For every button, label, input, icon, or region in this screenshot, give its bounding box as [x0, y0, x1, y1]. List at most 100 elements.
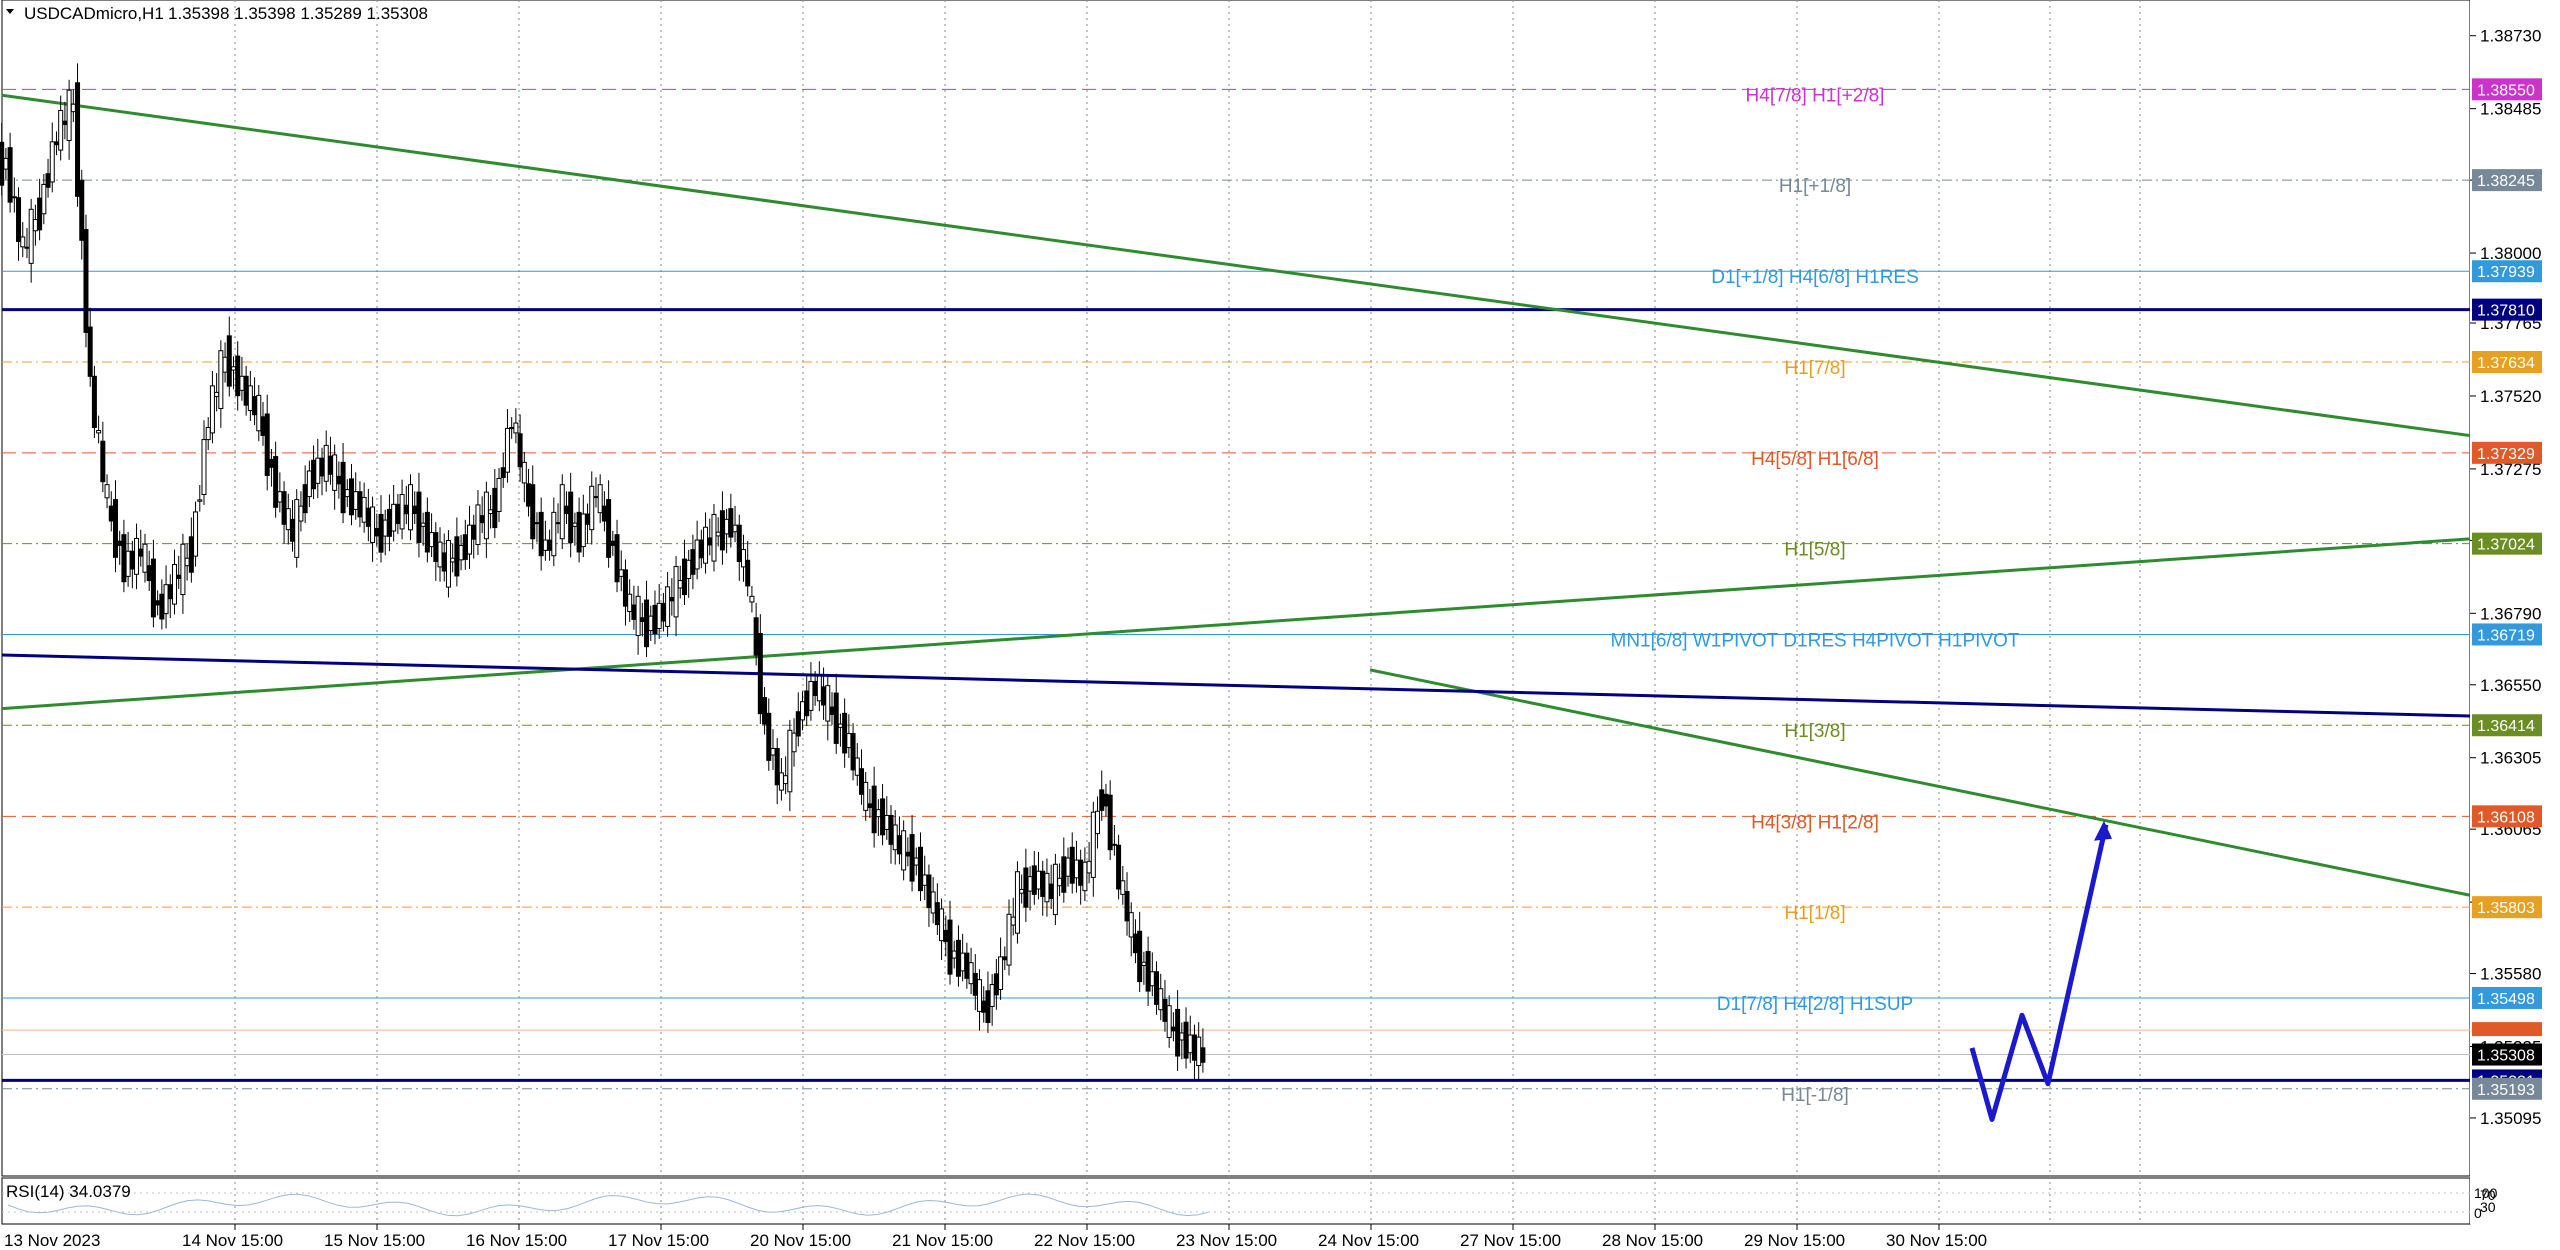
candle-body [918, 846, 924, 892]
candle-body [837, 723, 843, 728]
candle-body [171, 563, 177, 605]
candle-body [488, 509, 494, 515]
candle-body [892, 824, 898, 851]
price-tag [2472, 78, 2542, 101]
price-tick-label: 1.36305 [2480, 749, 2541, 768]
candle-body [41, 183, 47, 215]
candle-body [1090, 811, 1096, 878]
candle-body [134, 537, 140, 575]
time-label: 17 Nov 15:00 [608, 1231, 709, 1250]
candle-body [7, 147, 13, 203]
candle-body [1128, 912, 1134, 938]
price-tick-label: 1.38485 [2480, 100, 2541, 119]
forecast-path[interactable] [1969, 824, 2109, 1122]
candle-body [644, 599, 650, 648]
time-label: 21 Nov 15:00 [892, 1231, 993, 1250]
candle-body [378, 513, 384, 553]
vertical-grid [234, 0, 2141, 1224]
candle-body [762, 697, 768, 725]
candle-body [513, 422, 519, 434]
candle-body [1036, 870, 1042, 890]
current-price-tag [2472, 1043, 2542, 1066]
candle-body [660, 602, 666, 622]
candle-body [648, 615, 654, 632]
price-tick-label: 1.37275 [2480, 460, 2541, 479]
candle-body [193, 511, 199, 557]
candle-body [500, 467, 506, 479]
candle-body [167, 584, 173, 600]
candle-body [589, 485, 595, 531]
candle-body [968, 962, 974, 985]
candle-body [247, 385, 253, 412]
candle-body [517, 433, 523, 468]
candle-body [450, 557, 456, 563]
candle-body [829, 706, 835, 716]
candle-body [753, 617, 759, 656]
candle-body [1162, 998, 1168, 1022]
time-label: 24 Nov 15:00 [1318, 1231, 1419, 1250]
dropdown-triangle-icon[interactable] [6, 9, 14, 14]
trendline[interactable] [1, 93, 2471, 438]
arrow-head-icon [2094, 820, 2112, 841]
candle-body [593, 496, 599, 499]
candle-body [256, 394, 262, 432]
candle-body [62, 120, 68, 125]
candle-body [336, 475, 342, 485]
candle-body [264, 413, 270, 476]
candle-body [858, 768, 864, 795]
price-tag [2472, 896, 2542, 919]
price-scale[interactable] [2470, 0, 2560, 1224]
time-label: 13 Nov 2023 [4, 1231, 100, 1250]
candle-body [1120, 880, 1126, 895]
candle-body [1196, 1036, 1202, 1067]
rsi-panel[interactable] [1, 1177, 2471, 1225]
price-tick-label: 1.35095 [2480, 1109, 2541, 1128]
candle-body [1040, 870, 1046, 897]
candle-body [1175, 1008, 1181, 1057]
candle-body [70, 103, 76, 113]
candle-body [214, 391, 220, 398]
candle-body [424, 511, 430, 553]
candle-body [201, 439, 207, 496]
candle-body [361, 496, 367, 523]
candle-body [686, 559, 692, 579]
candle-body [58, 109, 64, 151]
candle-body [412, 505, 418, 515]
level-label: H4[7/8] H1[+2/8] [1746, 85, 1885, 106]
time-label: 28 Nov 15:00 [1602, 1231, 1703, 1250]
main-panel[interactable] [1, 0, 2471, 1177]
candle-body [408, 484, 414, 531]
candle-body [850, 733, 856, 771]
candle-body [1002, 956, 1008, 961]
candle-body [530, 484, 536, 540]
candle-body [1095, 810, 1101, 835]
candle-body [32, 219, 38, 232]
candle-body [825, 685, 831, 722]
trendline[interactable] [1369, 668, 2471, 897]
candle-body [812, 680, 818, 696]
trendline[interactable] [1, 653, 2471, 718]
candle-body [45, 173, 51, 188]
price-tag-label: 1.36719 [2477, 627, 2535, 644]
candle-body [521, 461, 527, 484]
candle-body [724, 518, 730, 535]
candle-body [467, 524, 473, 555]
candle-body [606, 499, 612, 558]
candle-body [795, 711, 801, 737]
time-label: 23 Nov 15:00 [1176, 1231, 1277, 1250]
price-tag [2472, 986, 2542, 1009]
candle-body [382, 519, 388, 537]
candle-body [926, 874, 932, 909]
candle-body [951, 950, 957, 959]
candle-body [955, 939, 961, 977]
candle-body [125, 550, 131, 577]
time-axis-labels: 13 Nov 2023 14 Nov 15:00 15 Nov 15:00 16 No… [4, 1224, 1987, 1250]
candle-body [774, 747, 780, 786]
candle-body [1023, 867, 1029, 908]
trendline[interactable] [1, 537, 2471, 711]
candle-body [395, 503, 401, 525]
candle-body [365, 507, 371, 527]
candle-body [218, 350, 224, 409]
candle-body [563, 505, 569, 515]
